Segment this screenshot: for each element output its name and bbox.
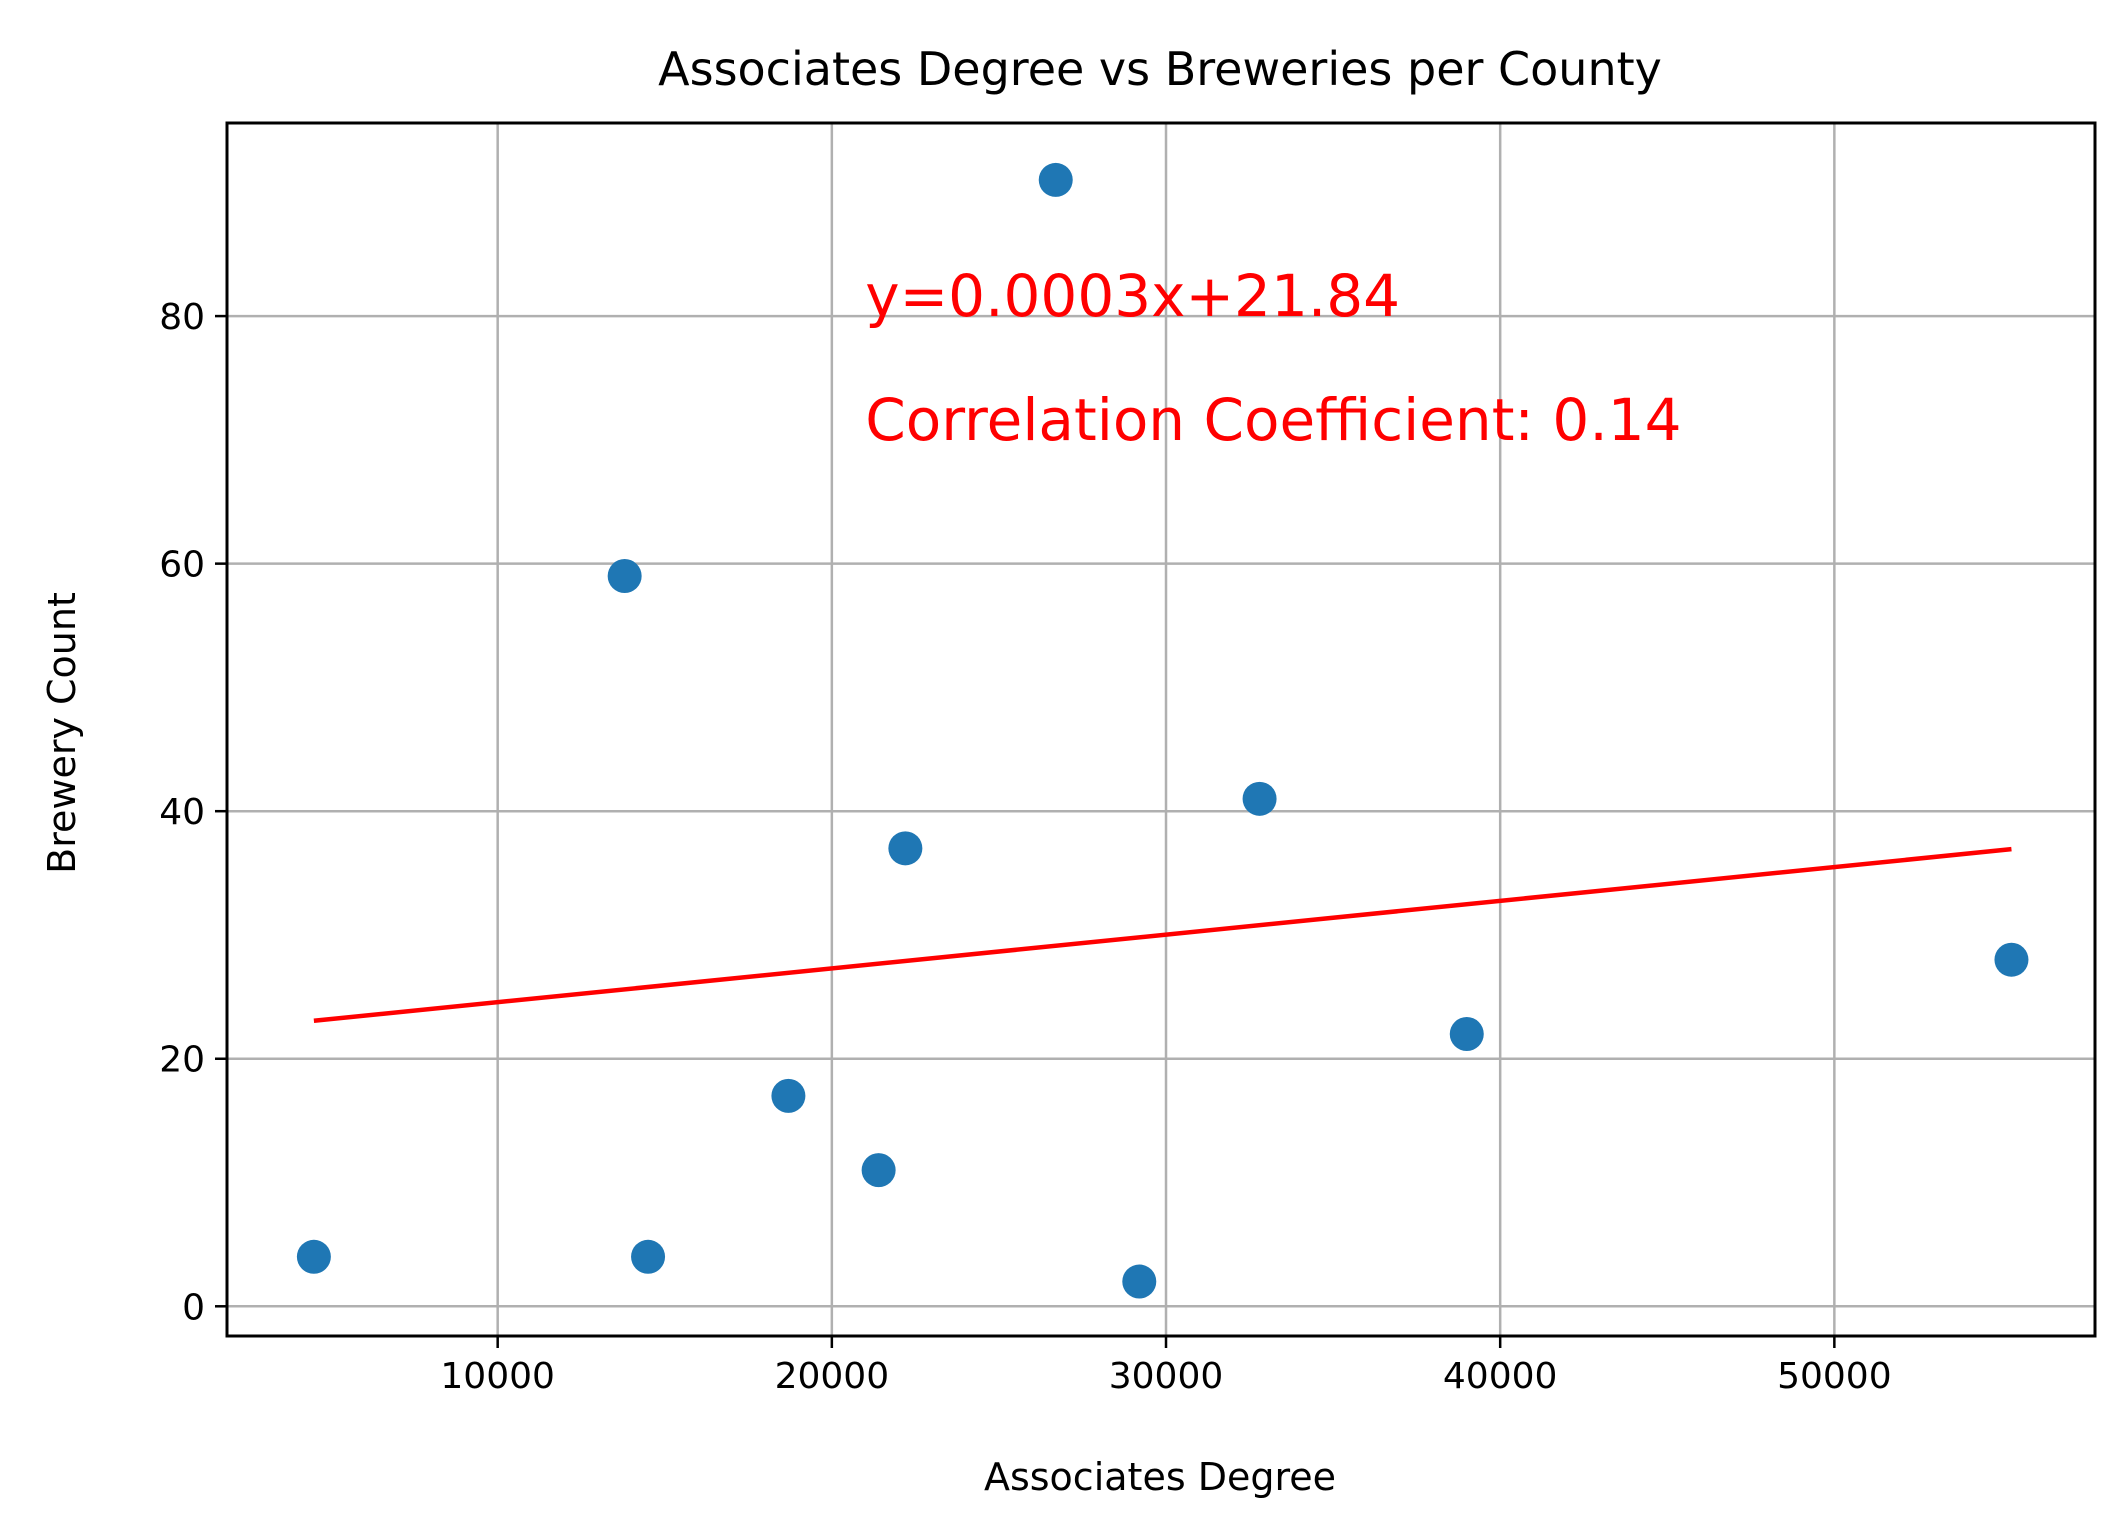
grid-lines (227, 123, 2095, 1336)
data-point (888, 831, 923, 866)
data-point (1994, 942, 2029, 977)
x-axis: 10000 20000 30000 40000 50000 (440, 1336, 1892, 1397)
regression-layer (313, 846, 2012, 1024)
x-tick-label: 10000 (440, 1356, 555, 1397)
x-tick-label: 20000 (775, 1356, 890, 1397)
y-tick-label: 60 (159, 545, 205, 586)
annotation-text: Correlation Coefficient: 0.14 (865, 386, 1681, 454)
y-tick-label: 0 (182, 1287, 205, 1328)
data-point (296, 1239, 331, 1274)
y-tick-label: 80 (159, 297, 205, 338)
y-axis: 0 20 40 60 80 (159, 297, 227, 1328)
plot-frame (225, 121, 2097, 1338)
x-tick-label: 40000 (1443, 1356, 1558, 1397)
chart-title: Associates Degree vs Breweries per Count… (658, 42, 1662, 96)
y-axis-label: Brewery Count (40, 592, 84, 874)
data-point (1449, 1016, 1484, 1051)
data-point (1122, 1264, 1157, 1299)
data-points (296, 162, 2029, 1299)
data-point (1242, 781, 1277, 816)
annotations: y=0.0003x+21.84 Correlation Coefficient: … (865, 262, 1681, 454)
annotation-text: y=0.0003x+21.84 (865, 262, 1400, 330)
data-point (631, 1239, 666, 1274)
x-tick-label: 30000 (1109, 1356, 1224, 1397)
x-tick-label: 50000 (1777, 1356, 1892, 1397)
x-axis-label: Associates Degree (984, 1455, 1336, 1499)
y-tick-label: 20 (159, 1040, 205, 1081)
data-point (861, 1153, 896, 1188)
data-point (771, 1078, 806, 1113)
data-point (1038, 162, 1073, 197)
y-tick-label: 40 (159, 792, 205, 833)
regression-line (313, 846, 2012, 1024)
data-point (607, 559, 642, 594)
